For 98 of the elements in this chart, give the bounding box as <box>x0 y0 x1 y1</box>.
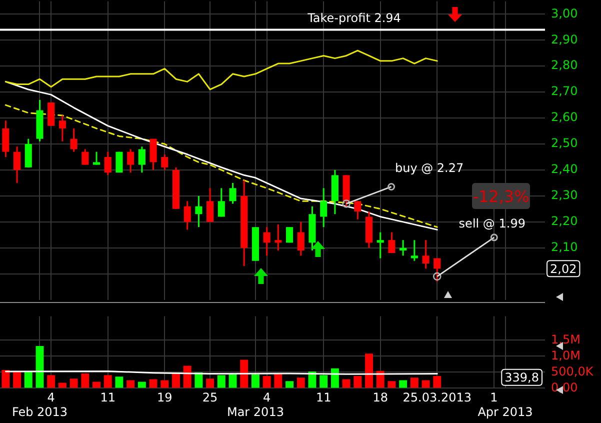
bar <box>217 375 226 388</box>
y-tick-label: 2,30 <box>551 188 578 202</box>
candlestick <box>274 224 282 252</box>
bar <box>410 378 418 388</box>
annotation: buy @ 2.27 <box>394 160 464 175</box>
candlestick <box>14 146 21 184</box>
ref-line-label: Take-profit 2.94 <box>306 10 401 25</box>
annotation: 339,8 <box>504 370 540 384</box>
candlestick <box>376 232 384 260</box>
bar <box>354 376 362 388</box>
y-tick-label: 1,5M <box>551 332 580 346</box>
bar <box>286 381 294 388</box>
bar <box>422 380 430 388</box>
y-tick-label: 2,90 <box>551 32 578 46</box>
candlestick <box>138 146 146 174</box>
candlestick <box>422 239 430 270</box>
y-tick-label: 2,80 <box>551 58 578 72</box>
bar <box>262 376 271 388</box>
candlestick <box>48 102 55 127</box>
bar <box>115 376 124 388</box>
candlestick <box>82 148 89 166</box>
x-tick-label: 11 <box>100 390 116 405</box>
bar <box>399 380 408 388</box>
candlestick <box>206 187 214 223</box>
x-tick-label: 18 <box>372 390 388 405</box>
candlestick <box>161 154 168 171</box>
candlestick <box>184 200 191 230</box>
bar <box>183 366 192 388</box>
y-tick-label: 0,00 <box>551 380 578 394</box>
candlestick <box>354 200 362 220</box>
x-tick-label: Feb 2013 <box>12 404 68 419</box>
candlestick <box>127 148 134 174</box>
y-tick-label: 2,70 <box>551 84 578 98</box>
y-tick-label: 3,00 <box>551 6 578 20</box>
candlestick <box>229 182 236 204</box>
bar <box>36 346 44 388</box>
bar <box>376 370 384 388</box>
bar <box>251 374 260 388</box>
annotation: -12,3% <box>472 183 530 209</box>
candlestick <box>263 226 270 256</box>
annotation: sell @ 1.99 <box>458 216 526 231</box>
y-tick-label: 2,20 <box>551 214 578 228</box>
annotation: 2,02 <box>550 262 577 276</box>
y-tick-label: 1,0M <box>551 348 580 362</box>
bar <box>58 382 66 388</box>
x-tick-label: 19 <box>156 390 172 405</box>
bar <box>138 382 146 388</box>
candlestick <box>320 187 328 228</box>
candlestick <box>434 258 441 282</box>
bar <box>92 382 100 388</box>
x-tick-label: 1 <box>490 390 498 405</box>
x-tick-label: 11 <box>316 390 332 405</box>
y-tick-label: 2,40 <box>551 162 578 176</box>
y-tick-label: 2,60 <box>551 110 578 124</box>
bar <box>240 360 248 388</box>
candlestick <box>92 151 100 166</box>
bar <box>70 378 78 388</box>
candlestick <box>218 187 225 218</box>
x-tick-label: 25.03.2013 <box>402 390 472 405</box>
bar <box>330 368 339 388</box>
y-tick-label: 2,10 <box>551 240 578 254</box>
bar <box>149 379 158 388</box>
x-tick-label: Apr 2013 <box>478 404 533 419</box>
x-tick-label: 25 <box>202 390 218 405</box>
bar <box>433 376 442 388</box>
bar <box>126 380 135 388</box>
candlestick <box>286 226 294 244</box>
x-tick-label: 4 <box>47 390 55 405</box>
y-tick-label: 500,0K <box>551 364 594 378</box>
candlestick <box>388 232 396 254</box>
bar <box>104 375 112 388</box>
candlestick <box>150 138 157 171</box>
candlestick <box>2 120 10 158</box>
bar <box>206 378 214 388</box>
candlestick <box>297 221 304 256</box>
candlestick <box>195 195 202 228</box>
x-tick-label: 4 <box>263 390 271 405</box>
bar <box>296 378 305 388</box>
bar <box>160 380 169 388</box>
bar <box>274 373 282 388</box>
candlestick <box>400 239 407 256</box>
candlestick <box>410 239 418 262</box>
x-tick-label: Mar 2013 <box>226 404 284 419</box>
bar <box>2 370 10 388</box>
candlestick <box>58 114 66 142</box>
bar <box>47 375 56 388</box>
bar <box>342 379 350 388</box>
candlestick <box>24 138 32 168</box>
bar <box>365 354 373 388</box>
bar <box>81 373 90 388</box>
line-series <box>4 104 438 228</box>
bar <box>13 371 22 388</box>
bar <box>24 371 32 388</box>
y-tick-label: 2,50 <box>551 136 578 150</box>
bar <box>320 375 328 388</box>
candlestick <box>104 151 112 176</box>
candlestick <box>70 128 78 153</box>
bar <box>388 381 396 388</box>
